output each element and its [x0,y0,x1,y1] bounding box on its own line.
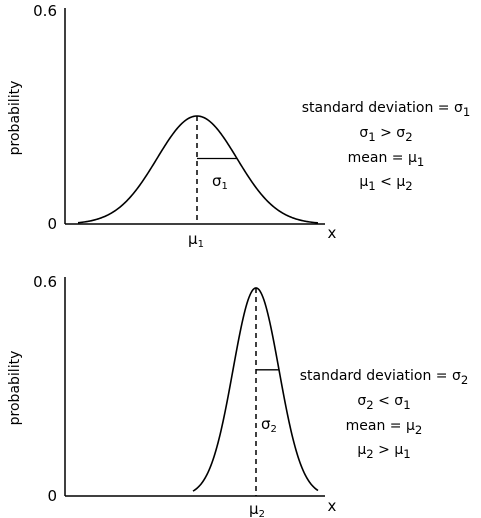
top-normal-curve [77,115,319,224]
bottom-y-tick-zero: 0 [47,487,57,505]
top-note-compare-mean: μ1 < μ2 [359,174,413,194]
top-y-axis-label: probability [7,81,23,156]
bottom-sd-label: σ2 [261,415,277,435]
bottom-y-axis-label: probability [7,351,23,426]
top-note-mean: mean = μ1 [347,149,425,169]
top-y-tick-zero: 0 [47,215,57,233]
bottom-x-axis-label: x [328,497,337,515]
bottom-note-compare-sd: σ2 < σ1 [357,392,411,412]
bottom-mean-label: μ2 [249,500,265,518]
top-notes: standard deviation = σ1 σ1 > σ2 mean = μ… [296,98,476,197]
bottom-note-sd: standard deviation = σ2 [299,368,469,387]
bottom-y-tick-top: 0.6 [33,273,57,291]
top-x-axis-label: x [328,224,337,242]
bottom-chart: 0.6 0 probability x σ2 μ2 [7,273,337,518]
top-note-compare-sd: σ1 > σ2 [359,124,413,144]
bottom-notes: standard deviation = σ2 σ2 < σ1 mean = μ… [292,366,476,465]
top-sd-label: σ1 [212,172,228,192]
top-note-sd: standard deviation = σ1 [301,100,471,119]
top-chart: 0.6 0 probability x σ1 μ1 [7,2,337,250]
bottom-note-mean: mean = μ2 [345,417,423,437]
top-y-tick-top: 0.6 [33,2,57,20]
top-mean-label: μ1 [188,230,204,250]
bottom-note-compare-mean: μ2 > μ1 [357,442,411,462]
